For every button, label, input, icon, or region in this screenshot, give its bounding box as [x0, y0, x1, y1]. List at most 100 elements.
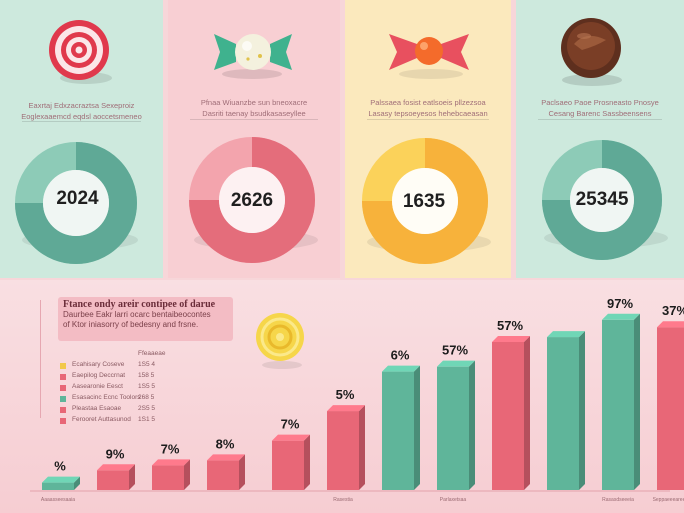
- legend-value: 1S5 5: [138, 383, 155, 390]
- legend-value: 1S5 4: [138, 361, 155, 368]
- panel-4-graphics: [542, 18, 668, 260]
- bar-data-label: 7%: [281, 417, 300, 432]
- legend-swatch: [60, 374, 66, 380]
- panel-2-divider: [190, 119, 318, 120]
- wrapped-candy-icon: [214, 34, 292, 79]
- bar-front: [327, 411, 359, 490]
- legend-swatch: [60, 407, 66, 413]
- swirl-candy-icon: [49, 20, 112, 84]
- bar-front: [547, 337, 579, 490]
- donut-3-value: 1635: [402, 191, 446, 212]
- bar-front: [272, 440, 304, 490]
- bar: [602, 313, 640, 490]
- bar-data-label: 8%: [216, 436, 235, 451]
- bar-side: [414, 365, 420, 490]
- bar-data-label: 7%: [161, 441, 180, 456]
- bar: [382, 365, 420, 490]
- bar-front: [657, 327, 684, 490]
- bar-front: [602, 319, 634, 490]
- donut-chart-3: [362, 138, 491, 264]
- legend-value: 2S5 5: [138, 405, 155, 412]
- donut-chart-4: [542, 140, 668, 260]
- panel-4: Paclsaeo Paoe Prosneasto Pnosye Cesang B…: [516, 0, 684, 278]
- panel-4-divider: [538, 119, 662, 120]
- bar-top: [207, 454, 245, 461]
- bar-front: [207, 460, 239, 490]
- bar-top: [97, 464, 135, 471]
- bar-category-label: Aaaasseesaaia: [41, 497, 75, 503]
- bar-front: [152, 465, 184, 490]
- bar-side: [469, 360, 475, 490]
- bar-data-label: 57%: [497, 318, 523, 333]
- panel-2-graphics: [189, 34, 318, 263]
- panel-1-caption-line-2: Eoglexaaemcd eqdsl aoccetsmeneo: [21, 112, 142, 121]
- bar-side: [634, 313, 640, 490]
- legend-entry: Ecahisary Coseve 1S5 4: [60, 361, 170, 371]
- legend-value: 1S1 5: [138, 416, 155, 423]
- donut-2-value: 2626: [230, 190, 274, 211]
- bar: [657, 321, 684, 490]
- legend-entry: Ferooret Auttasunod 1S1 5: [60, 416, 170, 426]
- bar-top: [327, 405, 365, 412]
- bar-side: [304, 434, 310, 490]
- bar-top: [602, 313, 640, 320]
- bar-top: [42, 476, 80, 483]
- legend-label: Ecahisary Coseve: [72, 361, 125, 368]
- legend-entry: Aasearonie Eesct 1S5 5: [60, 383, 170, 393]
- legend-value: 158 5: [138, 372, 155, 379]
- legend-swatch: [60, 418, 66, 424]
- donut-3-major-arc: [362, 138, 488, 264]
- legend-entry: Pleastaa Esaoae 2S5 5: [60, 405, 170, 415]
- bar-data-label: 6%: [391, 348, 410, 363]
- legend-swatch: [60, 396, 66, 402]
- bar: [547, 331, 585, 490]
- legend-swatch: [60, 363, 66, 369]
- bar-side: [239, 454, 245, 490]
- bar-data-label: 37%: [662, 303, 684, 318]
- bar-top: [437, 360, 475, 367]
- bar-side: [129, 464, 135, 490]
- bar-side: [74, 476, 80, 490]
- legend-header: Ffeaaeae: [138, 350, 166, 357]
- legend-value: 268 5: [138, 394, 155, 401]
- bar-side: [184, 459, 190, 490]
- bar-front: [42, 482, 74, 490]
- bar: [207, 454, 245, 490]
- bar: [152, 459, 190, 490]
- bar-side: [359, 405, 365, 490]
- donut-1-major-arc: [15, 142, 137, 264]
- bar-chart-subtitle-line-2: of Ktor iniasorry of bedesny and frsne.: [63, 320, 199, 329]
- legend-swatch: [60, 385, 66, 391]
- panel-4-caption-line-1: Paclsaeo Paoe Prosneasto Pnosye: [541, 98, 659, 107]
- bar: [327, 405, 365, 490]
- panel-1-caption-line-1: Eaxrtaj Edxzacraztsa Sexeproiz: [28, 101, 135, 110]
- bar-front: [382, 371, 414, 490]
- panel-2: Pfnaa Wiuanzbe sun bneoxacre Dasriti tae…: [168, 0, 340, 278]
- legend-label: Pleastaa Esaoae: [72, 405, 122, 412]
- bar-data-label: 9%: [106, 446, 125, 461]
- bar-chart-y-axis-line: [40, 300, 41, 418]
- panel-3-caption-line-2: Lasasy tepsoeyesos hehebcaeasan: [368, 109, 488, 118]
- bar-data-label: %: [54, 459, 66, 474]
- donut-chart-1: [15, 142, 138, 264]
- panel-1: Eaxrtaj Edxzacraztsa Sexeproiz Eoglexaae…: [0, 0, 163, 278]
- bar-category-label: Parlaxetsaa: [440, 497, 467, 503]
- bar-data-label: 5%: [336, 387, 355, 402]
- bar-category-label: Rasestia: [333, 497, 353, 503]
- chocolate-candy-icon: [561, 18, 622, 86]
- bar: [492, 336, 530, 490]
- bar: [97, 464, 135, 490]
- panel-3-caption-line-1: Palssaea fosist eatlsoeis pllzezsoa: [370, 98, 486, 107]
- bar-chart-title-text: Ftance ondy areir contipee of darue Daur…: [63, 300, 233, 330]
- legend-entry: Esasacinc Ecnc Toolors 268 5: [60, 394, 170, 404]
- bar-front: [437, 366, 469, 490]
- bar-top: [547, 331, 585, 338]
- panel-1-graphics: [15, 20, 138, 264]
- legend-label: Esasacinc Ecnc Toolors: [72, 394, 141, 401]
- bar-top: [272, 434, 310, 441]
- bar-front: [492, 342, 524, 490]
- bar-chart-title-box: [58, 297, 233, 341]
- panel-2-caption-line-2: Dasriti taenay bsudkasaseyllee: [202, 109, 306, 118]
- bar-chart-subtitle-line-1: Daurbee Eakr larri ocarc bentaibeocontes: [63, 310, 211, 319]
- donut-1-value: 2024: [56, 188, 99, 209]
